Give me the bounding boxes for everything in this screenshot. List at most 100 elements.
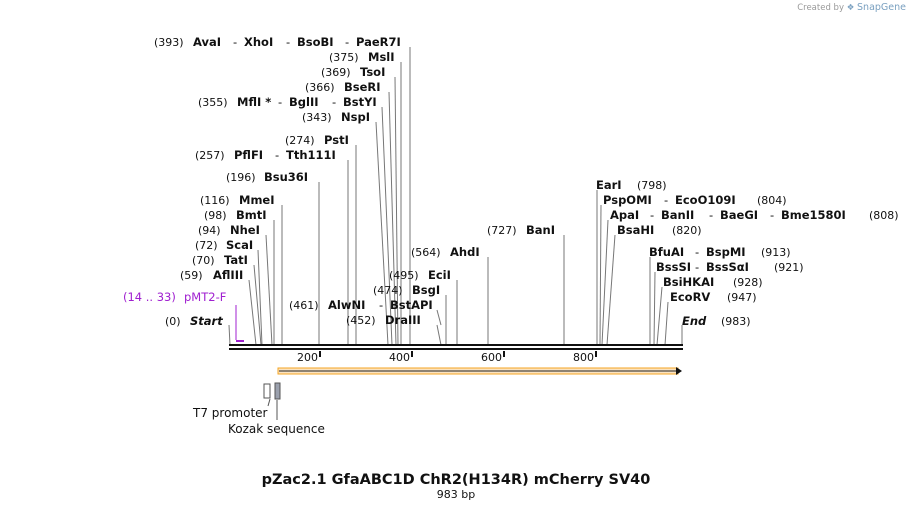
start-pos: (0): [165, 315, 181, 328]
site-label-row: (461) AlwNI - BstAPI: [289, 298, 433, 312]
site-position: (343): [302, 111, 332, 124]
site-position: (369): [321, 66, 351, 79]
site-line: [436, 309, 442, 326]
enzyme-name: NspI: [341, 110, 370, 124]
site-position: (196): [226, 171, 256, 184]
ruler-label: 400: [389, 351, 410, 364]
site-label-row: (913) BfuAI - BspMI: [649, 245, 791, 259]
enzyme-name: XhoI: [244, 35, 273, 49]
primer-mark: [236, 340, 244, 342]
site-label-row: (343) NspI: [302, 110, 370, 124]
enzyme-name: Tth111I: [286, 148, 336, 162]
site-label-row: (274) PstI: [285, 133, 349, 147]
enzyme-name: EciI: [428, 268, 451, 282]
site-line: [265, 234, 273, 346]
enzyme-name: MslI: [368, 50, 395, 64]
site-position: (366): [305, 81, 335, 94]
site-separator: -: [332, 95, 336, 109]
enzyme-name: EcoRV: [670, 290, 710, 304]
primer-range: (14 .. 33): [123, 290, 176, 304]
enzyme-name: BaeGI: [720, 208, 758, 222]
site-line: [388, 91, 397, 346]
site-separator: -: [770, 208, 774, 222]
site-label-row: (355) MflI * - BglII - BstYI: [198, 95, 377, 109]
site-line: [656, 286, 663, 346]
enzyme-name: BssSI: [656, 260, 691, 274]
site-line: [599, 204, 602, 346]
enzyme-name: EarI: [596, 178, 622, 192]
site-label-row: (474) BsgI: [373, 283, 440, 297]
site-label-row: (366) BseRI: [305, 80, 381, 94]
site-position: (116): [200, 194, 230, 207]
site-line: [436, 324, 442, 346]
site-position: (474): [373, 284, 403, 297]
t7-connector: [267, 398, 271, 407]
kozak-label: Kozak sequence: [228, 422, 325, 436]
plasmid-length: 983 bp: [437, 488, 475, 501]
site-label-row: (947) EcoRV: [670, 290, 757, 304]
ruler-label: 800: [573, 351, 594, 364]
enzyme-name: NheI: [230, 223, 260, 237]
backbone: [229, 305, 683, 350]
primer-name: pMT2-F: [184, 290, 226, 304]
enzyme-name: DraIII: [385, 313, 421, 327]
features: T7 promoter Kozak sequence: [192, 382, 325, 436]
site-separator: -: [709, 208, 713, 222]
orf-arrow: [277, 367, 682, 375]
site-separator: -: [695, 260, 699, 274]
site-label-row: (393) AvaI - XhoI - BsoBI - PaeR7I: [154, 35, 401, 49]
site-label-row: (495) EciI: [389, 268, 451, 282]
enzyme-name: BanI: [526, 223, 555, 237]
ruler-label: 600: [481, 351, 502, 364]
site-position: (274): [285, 134, 315, 147]
site-label-row: (257) PflFI - Tth111I: [195, 148, 336, 162]
site-label-row: (452) DraIII: [346, 313, 421, 327]
site-label-row: (820) BsaHI: [617, 223, 702, 237]
end-pos: (983): [721, 315, 751, 328]
site-position: (913): [761, 246, 791, 259]
enzyme-name: MmeI: [239, 193, 275, 207]
site-label-row: (116) MmeI: [200, 193, 275, 207]
site-position: (72): [195, 239, 218, 252]
site-line: [664, 301, 669, 346]
site-position: (928): [733, 276, 763, 289]
enzyme-name: BspMI: [706, 245, 746, 259]
site-separator: -: [650, 208, 654, 222]
ruler-label: 200: [297, 351, 318, 364]
enzyme-name: PstI: [324, 133, 349, 147]
site-separator: -: [345, 35, 349, 49]
site-label-row: (564) AhdI: [411, 245, 480, 259]
site-position: (452): [346, 314, 376, 327]
site-position: (70): [192, 254, 215, 267]
enzyme-name: PflFI: [234, 148, 263, 162]
site-line: [253, 264, 262, 346]
enzyme-name: TatI: [224, 253, 248, 267]
site-line: [257, 249, 263, 346]
backbone-bar: [229, 344, 683, 346]
site-position: (94): [198, 224, 221, 237]
enzyme-name: Bme1580I: [781, 208, 846, 222]
enzyme-name: BmtI: [236, 208, 267, 222]
site-position: (461): [289, 299, 319, 312]
site-position: (98): [204, 209, 227, 222]
enzyme-name: ApaI: [610, 208, 639, 222]
enzyme-name: BseRI: [344, 80, 381, 94]
enzyme-name: PspOMI: [603, 193, 652, 207]
site-line: [601, 219, 609, 346]
enzyme-name: AlwNI: [328, 298, 365, 312]
credit-brand: SnapGene: [857, 2, 906, 13]
site-line: [653, 271, 656, 346]
end-label: End: [682, 314, 707, 328]
site-label-row: (727) BanI: [487, 223, 555, 237]
enzyme-name: AhdI: [450, 245, 480, 259]
site-position: (564): [411, 246, 441, 259]
site-position: (804): [757, 194, 787, 207]
enzyme-name: PaeR7I: [356, 35, 401, 49]
t7-promoter-label: T7 promoter: [192, 406, 268, 420]
enzyme-name: BglII: [289, 95, 319, 109]
enzyme-name: BstAPI: [390, 298, 433, 312]
site-line: [248, 279, 257, 346]
site-label-row: (798) EarI: [596, 178, 667, 192]
site-line: [228, 324, 231, 346]
